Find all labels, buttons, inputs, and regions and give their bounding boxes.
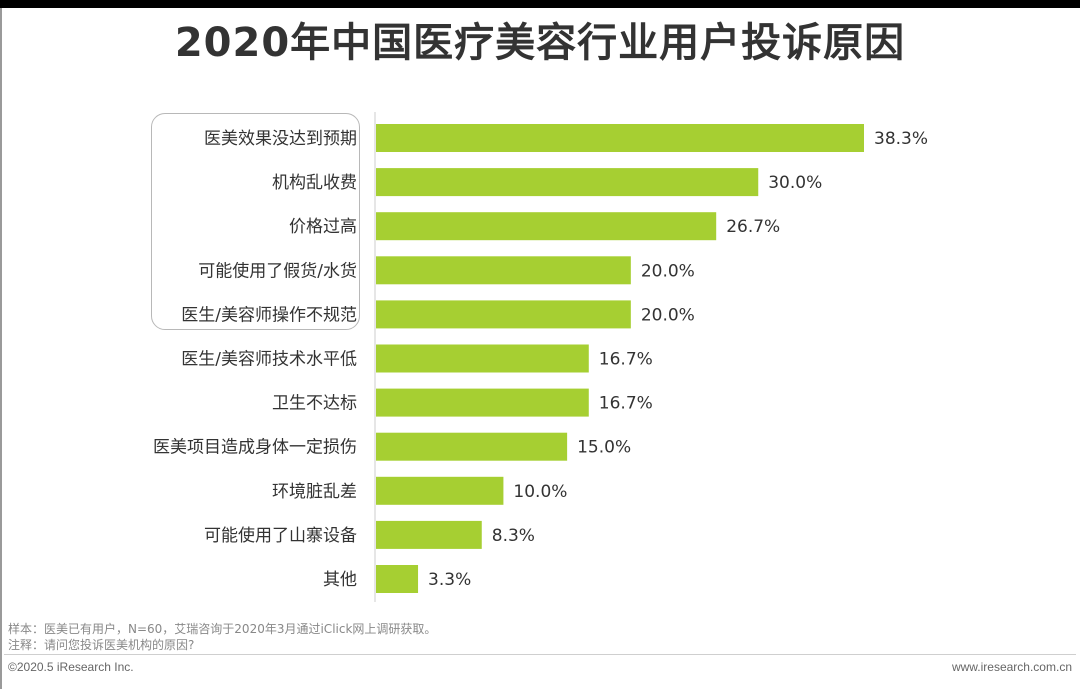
bar (376, 300, 631, 329)
category-label: 医生/美容师操作不规范 (181, 305, 357, 325)
value-label: 8.3% (492, 526, 535, 546)
value-label: 20.0% (641, 261, 695, 281)
category-label: 可能使用了山寨设备 (204, 525, 357, 546)
category-label: 可能使用了假货/水货 (198, 260, 357, 281)
category-label: 其他 (323, 570, 357, 590)
sample-note: 样本：医美已有用户，N=60，艾瑞咨询于2020年3月通过iClick网上调研获… (8, 622, 437, 636)
remark-note: 注释：请问您投诉医美机构的原因? (8, 638, 195, 652)
copyright-text: ©2020.5 iResearch Inc. (8, 660, 134, 674)
value-label: 20.0% (641, 305, 695, 325)
category-label: 价格过高 (289, 217, 357, 237)
category-label: 环境脏乱差 (272, 482, 357, 502)
bar (376, 476, 504, 505)
bar (376, 432, 568, 461)
website-text: www.iresearch.com.cn (951, 660, 1072, 674)
bar (376, 388, 589, 417)
value-label: 16.7% (599, 394, 653, 414)
bar (376, 565, 419, 593)
bar (376, 212, 717, 241)
chart-title: 2020年中国医疗美容行业用户投诉原因 (174, 20, 906, 66)
category-label: 医美效果没达到预期 (204, 129, 357, 149)
bar (376, 168, 759, 197)
left-edge-line (0, 8, 2, 689)
bar (376, 256, 631, 285)
bar (376, 344, 589, 373)
value-label: 30.0% (768, 173, 822, 193)
bar (376, 124, 864, 152)
value-label: 38.3% (874, 129, 928, 149)
footer-divider (4, 654, 1076, 655)
category-label: 医美项目造成身体一定损伤 (153, 438, 357, 458)
value-label: 3.3% (428, 570, 471, 590)
top-black-bar (0, 0, 1080, 8)
value-label: 16.7% (599, 350, 653, 370)
value-label: 10.0% (513, 482, 567, 502)
highlight-group-box (151, 113, 360, 330)
value-label: 26.7% (726, 217, 780, 237)
category-label: 卫生不达标 (272, 394, 357, 414)
category-label: 医生/美容师技术水平低 (181, 350, 357, 370)
bar (376, 520, 482, 549)
value-label: 15.0% (577, 438, 631, 458)
category-label: 机构乱收费 (272, 173, 357, 193)
